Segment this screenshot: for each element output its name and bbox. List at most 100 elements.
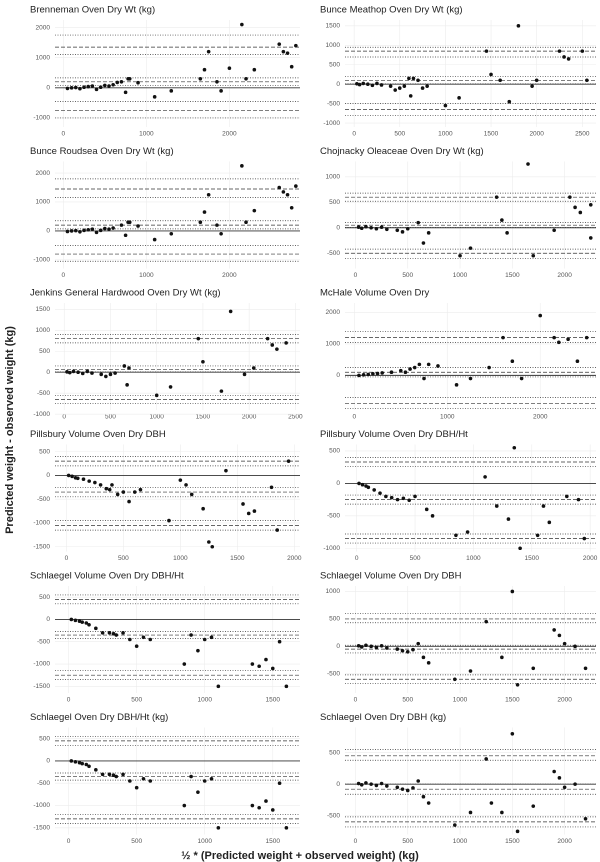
point: [557, 340, 561, 345]
y-tick-label: 0: [46, 85, 50, 92]
point: [505, 231, 509, 235]
y-tick-label: -1000: [33, 661, 50, 668]
y-tick-label: 0: [336, 480, 340, 487]
point: [178, 478, 183, 482]
point: [395, 497, 400, 502]
point: [216, 684, 221, 689]
x-tick-label: 1500: [505, 272, 520, 279]
point: [242, 372, 247, 377]
y-tick-label: 1000: [326, 174, 341, 181]
point: [573, 644, 577, 649]
point: [289, 205, 294, 210]
point: [128, 637, 132, 642]
point: [397, 86, 402, 90]
point: [565, 494, 569, 499]
y-tick-label: -1000: [33, 802, 50, 809]
y-tick-label: -1500: [33, 683, 50, 690]
point: [107, 84, 111, 88]
y-tick-label: 0: [336, 781, 340, 788]
x-tick-label: 2000: [529, 131, 544, 138]
x-tick-label: 0: [62, 414, 66, 421]
point: [436, 364, 440, 368]
point: [494, 195, 499, 199]
point: [84, 762, 89, 767]
point: [516, 24, 521, 28]
point: [284, 341, 288, 345]
point: [94, 768, 98, 772]
point: [215, 79, 219, 84]
point: [98, 85, 103, 90]
point: [583, 816, 588, 821]
point: [385, 227, 389, 232]
x-tick-label: 500: [131, 838, 142, 845]
point: [76, 370, 80, 375]
x-tick-label: 500: [131, 697, 142, 704]
x-tick-label: 1000: [139, 131, 154, 138]
point: [426, 801, 431, 805]
x-tick-label: 1000: [149, 414, 164, 421]
point: [275, 347, 279, 351]
point: [252, 208, 257, 213]
point: [356, 225, 361, 230]
y-tick-label: 500: [329, 616, 340, 623]
point: [99, 372, 104, 377]
point: [196, 648, 200, 653]
point: [167, 518, 171, 523]
point: [90, 84, 95, 88]
point: [416, 220, 421, 225]
point: [169, 231, 174, 236]
point: [515, 682, 520, 687]
point: [65, 86, 70, 91]
point: [531, 666, 536, 671]
y-tick-label: 0: [46, 228, 50, 235]
point: [420, 86, 425, 90]
point: [395, 228, 400, 233]
point: [494, 504, 499, 508]
x-tick-label: 1000: [453, 697, 468, 704]
point: [182, 662, 187, 666]
point: [119, 223, 124, 227]
point: [498, 78, 502, 83]
point: [111, 226, 115, 230]
point: [270, 666, 275, 671]
x-tick-label: 0: [355, 555, 359, 562]
y-tick-label: 1000: [326, 341, 341, 348]
point: [136, 224, 140, 228]
y-tick-label: 1000: [36, 199, 51, 206]
point: [552, 335, 556, 340]
point: [454, 533, 458, 538]
point: [284, 684, 289, 689]
point: [359, 782, 364, 787]
x-tick-label: 500: [394, 131, 405, 138]
point: [468, 246, 473, 250]
point: [228, 309, 233, 314]
point: [154, 393, 159, 398]
point: [114, 633, 119, 637]
point: [202, 779, 207, 783]
point: [562, 785, 567, 790]
point: [285, 51, 290, 55]
panel-title: Pillsbury Volume Oven Dry DBH: [30, 429, 166, 440]
x-tick-label: 2500: [288, 414, 303, 421]
point: [510, 589, 515, 594]
point: [500, 655, 504, 660]
point: [375, 81, 379, 86]
point: [216, 826, 221, 830]
point: [484, 757, 488, 761]
x-tick-label: 2500: [575, 131, 590, 138]
point: [468, 810, 473, 815]
point: [75, 476, 80, 481]
point: [453, 677, 457, 682]
point: [281, 49, 286, 54]
x-tick-label: 1500: [266, 697, 281, 704]
x-tick-label: 1000: [173, 555, 188, 562]
point: [378, 491, 382, 495]
point: [100, 772, 105, 777]
point: [425, 84, 429, 88]
point: [360, 482, 365, 487]
panel-title: Schlaegel Volume Oven Dry DBH/Ht: [30, 571, 184, 582]
point: [400, 787, 405, 791]
point: [104, 374, 108, 379]
point: [244, 76, 248, 81]
point: [196, 336, 201, 341]
